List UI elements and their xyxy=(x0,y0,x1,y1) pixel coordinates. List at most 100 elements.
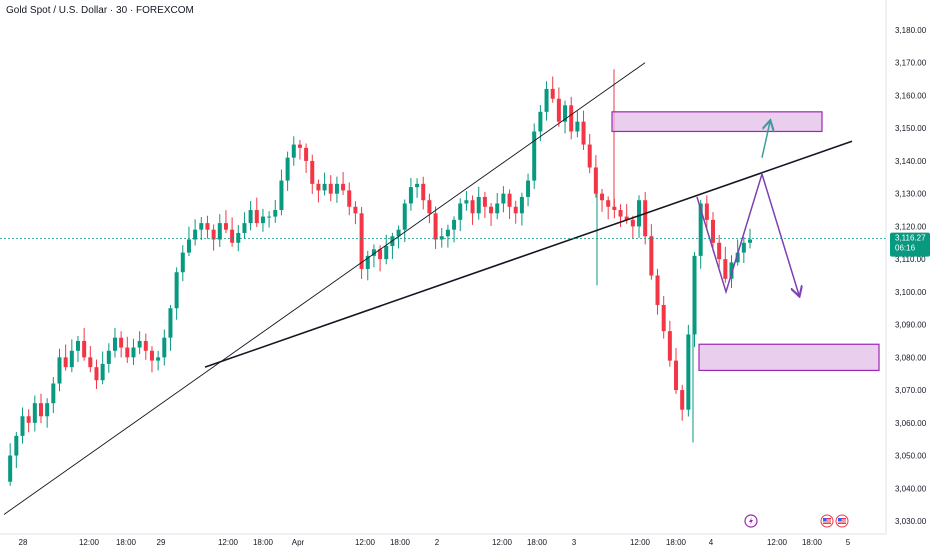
candle-body xyxy=(624,216,629,220)
candle-body xyxy=(186,239,191,253)
candle-body xyxy=(328,183,333,194)
candle-body xyxy=(8,455,13,482)
candle-body xyxy=(168,308,173,338)
x-tick-label: 12:00 xyxy=(79,538,100,547)
candle-body xyxy=(322,183,327,191)
candle-body xyxy=(643,200,648,237)
candle-body xyxy=(285,157,290,181)
candle-body xyxy=(254,210,259,224)
candle-body xyxy=(470,200,475,214)
y-tick-label: 3,060.00 xyxy=(895,419,927,428)
candle-body xyxy=(365,255,370,269)
y-tick-label: 3,070.00 xyxy=(895,386,927,395)
candle-body xyxy=(501,193,506,204)
candle-body xyxy=(205,223,210,230)
candle-body xyxy=(402,203,407,230)
y-tick-label: 3,170.00 xyxy=(895,59,927,68)
candle-body xyxy=(38,403,43,417)
candle-body xyxy=(63,357,68,368)
candle-body xyxy=(223,223,228,230)
x-tick-label: 12:00 xyxy=(355,538,376,547)
candle-body xyxy=(600,193,605,201)
candle-body xyxy=(267,216,272,218)
y-tick-label: 3,110.00 xyxy=(895,255,926,264)
candle-body xyxy=(563,105,568,122)
candle-body xyxy=(655,275,660,305)
candle-body xyxy=(396,229,401,237)
candle-body xyxy=(711,219,716,243)
candle-body xyxy=(680,390,685,410)
candle-body xyxy=(452,219,457,230)
candle-body xyxy=(32,403,37,423)
x-tick-label: 29 xyxy=(157,538,166,547)
x-tick-label: 18:00 xyxy=(802,538,823,547)
us-flag-icon[interactable] xyxy=(820,514,834,528)
candle-body xyxy=(587,144,592,168)
x-tick-label: Apr xyxy=(292,538,305,547)
candle-body xyxy=(538,111,543,132)
candle-body xyxy=(686,334,691,410)
candle-body xyxy=(415,183,420,188)
candle-body xyxy=(698,203,703,256)
candle-body xyxy=(532,131,537,181)
candle-body xyxy=(408,187,413,204)
x-tick-label: 18:00 xyxy=(527,538,548,547)
candle-body xyxy=(544,88,549,112)
candle-body xyxy=(260,216,265,224)
y-tick-label: 3,180.00 xyxy=(895,26,927,35)
candle-body xyxy=(667,331,672,361)
y-tick-label: 3,130.00 xyxy=(895,190,927,199)
x-tick-label: 18:00 xyxy=(666,538,687,547)
candle-body xyxy=(248,210,253,224)
x-tick-label: 12:00 xyxy=(492,538,513,547)
projection-path xyxy=(761,122,770,158)
time-axis[interactable]: 28 12:00 18:00 29 12:00 18:00 Apr 12:00 18:00 2 12… xyxy=(19,538,851,547)
y-tick-label: 3,030.00 xyxy=(895,517,927,526)
candle-body xyxy=(149,350,154,361)
candle-body xyxy=(14,435,19,456)
candle-body xyxy=(674,360,679,391)
chart-title: Gold Spot / U.S. Dollar · 30 · FOREXCOM xyxy=(6,5,194,16)
candle-body xyxy=(458,203,463,220)
candle-body xyxy=(45,403,50,417)
candle-body xyxy=(131,347,136,358)
x-tick-label: 12:00 xyxy=(218,538,239,547)
candle-body xyxy=(741,242,746,253)
candle-body xyxy=(94,367,99,381)
flash-icon[interactable] xyxy=(744,514,758,528)
candle-body xyxy=(729,262,734,279)
x-tick-label: 3 xyxy=(572,538,577,547)
us-flag-icon[interactable] xyxy=(835,514,849,528)
x-tick-label: 12:00 xyxy=(767,538,788,547)
candle-body xyxy=(353,206,358,214)
candle-body xyxy=(180,252,185,273)
candle-body xyxy=(704,203,709,220)
candle-body xyxy=(748,239,752,243)
candle-body xyxy=(236,232,241,243)
x-tick-label: 12:00 xyxy=(630,538,651,547)
candle-body xyxy=(304,147,309,161)
candle-body xyxy=(88,357,93,368)
candle-body xyxy=(495,203,500,214)
candle-body xyxy=(125,347,130,358)
candle-body xyxy=(384,246,389,260)
candle-body xyxy=(569,105,574,132)
candle-body xyxy=(347,190,352,207)
candle-body xyxy=(464,200,469,204)
price-axis[interactable]: 3,180.00 3,170.00 3,160.00 3,150.00 3,140.00… xyxy=(895,26,927,526)
trendline xyxy=(3,62,646,515)
y-tick-label: 3,100.00 xyxy=(895,288,927,297)
candle-body xyxy=(341,183,346,191)
x-tick-label: 18:00 xyxy=(390,538,411,547)
candle-body xyxy=(156,357,161,361)
candle-body xyxy=(57,357,62,384)
candle-body xyxy=(69,350,74,368)
candle-body xyxy=(723,259,728,279)
projections-layer xyxy=(696,122,799,295)
candle-body xyxy=(174,272,179,309)
candle-body xyxy=(439,236,444,240)
candle-body xyxy=(291,144,296,158)
candle-body xyxy=(211,229,216,240)
candle-body xyxy=(445,229,450,237)
